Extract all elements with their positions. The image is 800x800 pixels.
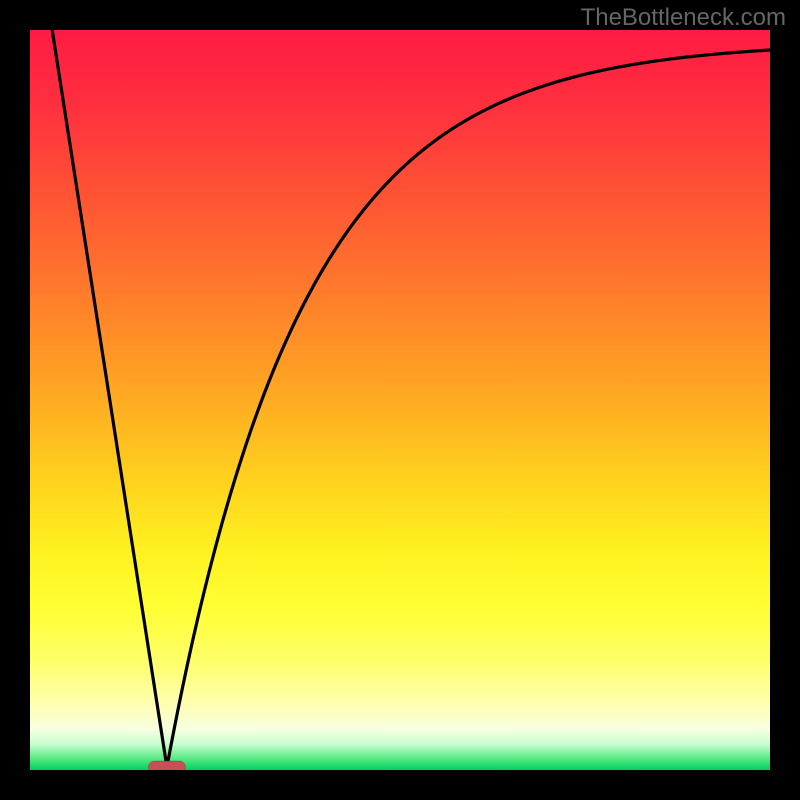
chart-svg	[30, 30, 770, 770]
figure-container: TheBottleneck.com	[0, 0, 800, 800]
optimal-marker	[148, 761, 185, 770]
plot-area	[30, 30, 770, 770]
watermark-text: TheBottleneck.com	[581, 4, 786, 32]
gradient-background	[30, 30, 770, 770]
